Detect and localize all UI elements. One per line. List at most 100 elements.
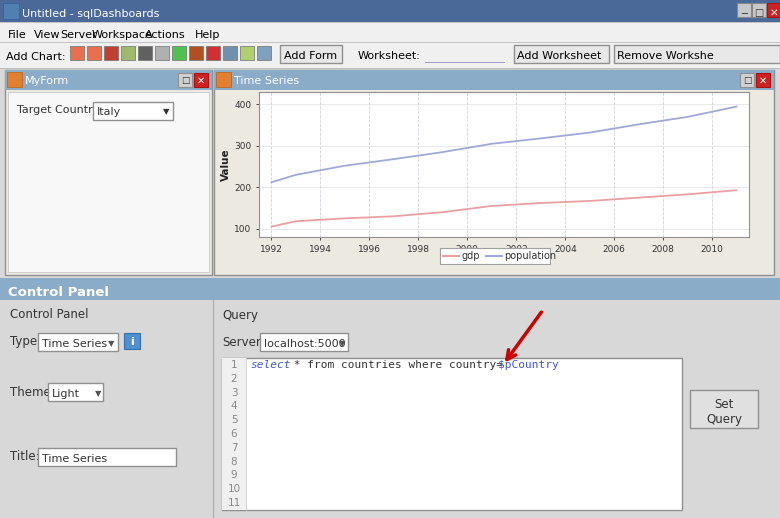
Bar (737, 3, 751, 17)
Bar (222, 358, 682, 510)
Text: Light: Light (52, 389, 80, 399)
Text: Time Series: Time Series (234, 76, 299, 86)
Text: ▼: ▼ (163, 108, 169, 117)
Bar (38, 448, 176, 466)
Bar (104, 46, 118, 60)
Bar (0, 0, 780, 22)
Text: View: View (34, 30, 61, 40)
Bar (0, 300, 780, 518)
Bar (3, 3, 19, 19)
Text: Server: Server (60, 30, 97, 40)
FancyBboxPatch shape (440, 248, 550, 264)
X-axis label: Time: Time (490, 256, 519, 266)
Bar (240, 46, 254, 60)
Text: * from countries where country=: * from countries where country= (287, 360, 503, 370)
Bar (690, 390, 758, 428)
Text: 6: 6 (231, 429, 237, 439)
Text: Time Series: Time Series (42, 454, 107, 464)
Bar (767, 3, 780, 17)
Text: gdp: gdp (462, 251, 480, 261)
Text: Theme:: Theme: (10, 385, 55, 398)
Bar (614, 45, 780, 63)
Text: □: □ (743, 77, 751, 85)
Text: Italy: Italy (97, 107, 121, 117)
Bar (0, 42, 780, 68)
Text: ✕: ✕ (770, 8, 778, 18)
Text: Control Panel: Control Panel (8, 285, 109, 298)
Bar (48, 383, 103, 401)
Text: 11: 11 (228, 498, 240, 508)
Text: 9: 9 (231, 470, 237, 481)
Text: Server:: Server: (222, 336, 264, 349)
Bar (216, 72, 231, 87)
Text: population: population (504, 251, 556, 261)
Text: □: □ (181, 77, 190, 85)
Bar (5, 70, 212, 275)
Bar (172, 46, 186, 60)
Bar (740, 73, 754, 87)
Text: Remove Workshe: Remove Workshe (617, 51, 714, 61)
Bar (8, 92, 209, 272)
Bar (70, 46, 84, 60)
Bar (280, 45, 342, 63)
Bar (0, 278, 780, 300)
Text: select: select (250, 360, 290, 370)
Text: ▼: ▼ (339, 339, 346, 349)
Bar (189, 46, 203, 60)
Y-axis label: Value: Value (222, 148, 232, 181)
Text: Workspace: Workspace (92, 30, 153, 40)
Text: File: File (8, 30, 27, 40)
Bar (0, 22, 780, 42)
Text: ─: ─ (741, 9, 747, 19)
Bar (7, 72, 22, 87)
Text: Worksheet:: Worksheet: (358, 51, 421, 61)
Text: 10: 10 (228, 484, 240, 494)
Text: ✕: ✕ (759, 76, 767, 86)
Text: Set: Set (714, 398, 734, 411)
Text: i: i (130, 337, 134, 347)
Text: Query: Query (222, 309, 258, 322)
Bar (178, 73, 192, 87)
Bar (38, 333, 118, 351)
Bar (155, 46, 169, 60)
Text: Add Form: Add Form (285, 51, 338, 61)
Bar (214, 70, 774, 275)
Bar (514, 45, 609, 63)
Bar (93, 102, 173, 120)
Bar (121, 46, 135, 60)
Bar (425, 62, 505, 63)
Text: $pCountry: $pCountry (498, 360, 558, 370)
Bar (257, 46, 271, 60)
Text: 8: 8 (231, 457, 237, 467)
Text: Target Country: Target Country (17, 105, 99, 115)
Bar (124, 333, 140, 349)
Text: Type:: Type: (10, 336, 41, 349)
Bar (222, 358, 246, 510)
Text: ▼: ▼ (95, 390, 101, 398)
Text: Untitled - sqlDashboards: Untitled - sqlDashboards (22, 9, 159, 19)
Text: Control Panel: Control Panel (10, 309, 88, 322)
Text: Title:: Title: (10, 451, 40, 464)
Text: Time Series: Time Series (42, 339, 107, 349)
Text: Add Worksheet: Add Worksheet (517, 51, 601, 61)
Text: ▼: ▼ (108, 339, 115, 349)
Text: □: □ (754, 8, 764, 18)
Bar (214, 70, 774, 90)
Text: Query: Query (706, 412, 742, 425)
Bar (5, 70, 212, 90)
Text: Actions: Actions (145, 30, 186, 40)
Text: MyForm: MyForm (25, 76, 69, 86)
Text: 3: 3 (231, 387, 237, 397)
Text: localhost:5000: localhost:5000 (264, 339, 346, 349)
Text: 5: 5 (231, 415, 237, 425)
Text: 7: 7 (231, 443, 237, 453)
Bar (138, 46, 152, 60)
Text: 2: 2 (231, 373, 237, 384)
Bar (87, 46, 101, 60)
Text: Help: Help (195, 30, 221, 40)
Bar (223, 46, 237, 60)
Text: Add Chart:: Add Chart: (6, 52, 66, 62)
Text: 4: 4 (231, 401, 237, 411)
Bar (752, 3, 766, 17)
Bar (260, 333, 348, 351)
